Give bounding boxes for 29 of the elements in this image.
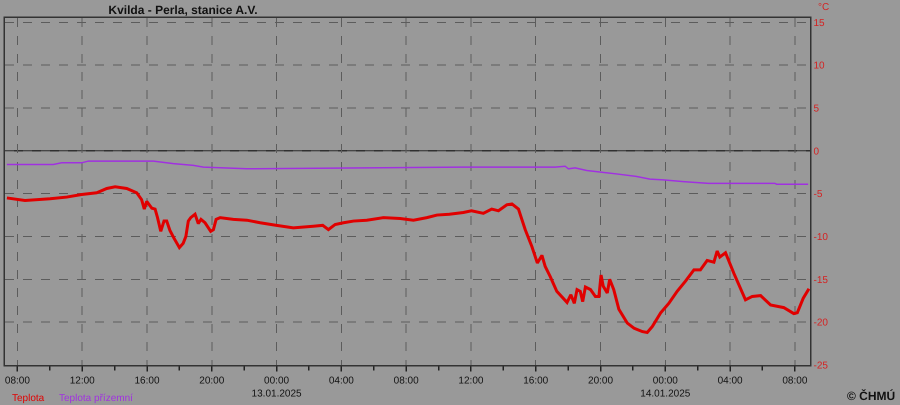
x-tick-label: 08:00 bbox=[394, 376, 420, 386]
x-tick-label: 04:00 bbox=[328, 376, 354, 386]
x-tick-label: 08:00 bbox=[782, 376, 808, 386]
x-tick-label: 20:00 bbox=[588, 376, 614, 386]
x-tick-label: 00:00 13.01.2025 bbox=[252, 376, 302, 400]
x-tick-label: 20:00 bbox=[199, 376, 225, 386]
line-series bbox=[5, 185, 810, 334]
y-axis-title: °C bbox=[818, 2, 830, 13]
chart-title: Kvilda - Perla, stanice A.V. bbox=[108, 3, 258, 18]
text: Teplota bbox=[12, 393, 45, 404]
x-tick-label: 12:00 bbox=[458, 376, 484, 386]
y-tick-label: -20 bbox=[814, 318, 828, 329]
text: © ČHMÚ bbox=[847, 389, 896, 403]
x-tick-label: 08:00 bbox=[4, 376, 30, 386]
y-tick-label: 10 bbox=[814, 60, 826, 72]
y-tick-label: -25 bbox=[814, 360, 828, 372]
y-tick-label: 15 bbox=[814, 18, 826, 29]
x-tick-label: 00:00 14.01.2025 bbox=[640, 376, 691, 400]
x-tick-label: 16:00 bbox=[134, 376, 160, 386]
y-tick-label: 5 bbox=[814, 103, 820, 114]
line-series bbox=[6, 160, 809, 185]
x-tick-label: 12:00 bbox=[70, 376, 96, 386]
text: Teplota přízemní bbox=[59, 393, 134, 404]
y-tick-label: -5 bbox=[814, 189, 823, 200]
x-tick-label: 04:00 bbox=[718, 376, 744, 386]
y-tick-label: -10 bbox=[814, 232, 828, 243]
y-tick-label: 0 bbox=[814, 146, 820, 158]
x-tick-label: 16:00 bbox=[523, 376, 549, 386]
y-tick-label: -15 bbox=[814, 274, 828, 286]
